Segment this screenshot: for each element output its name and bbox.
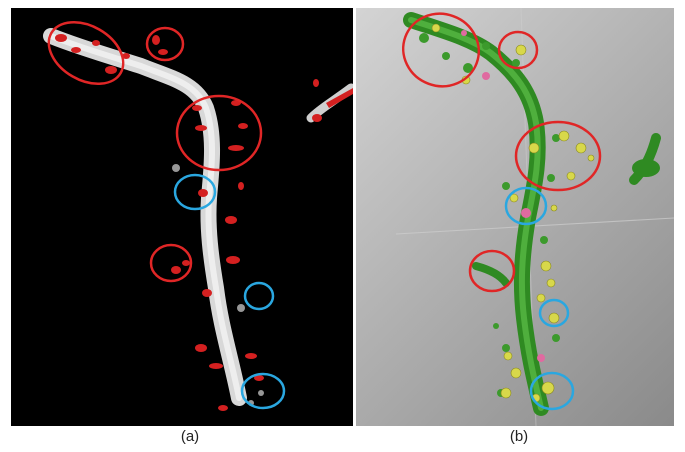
panel-a-microscopy-image <box>11 8 353 426</box>
panel-a-illustration <box>43 20 353 411</box>
blue-annotation-circles-b <box>504 186 575 411</box>
panel-a-label: (a) <box>180 428 200 445</box>
red-annotation-circles-a <box>47 20 263 283</box>
panel-b-label: (b) <box>509 428 529 445</box>
panel-b-reconstruction-image <box>356 8 674 426</box>
blue-annotation-circles-a <box>173 173 286 410</box>
spines-a <box>55 34 353 411</box>
pink-spines-b <box>461 30 545 362</box>
green-spines-b <box>419 33 560 397</box>
panel-b-illustration <box>395 8 674 426</box>
red-annotation-circles-b <box>401 12 602 293</box>
